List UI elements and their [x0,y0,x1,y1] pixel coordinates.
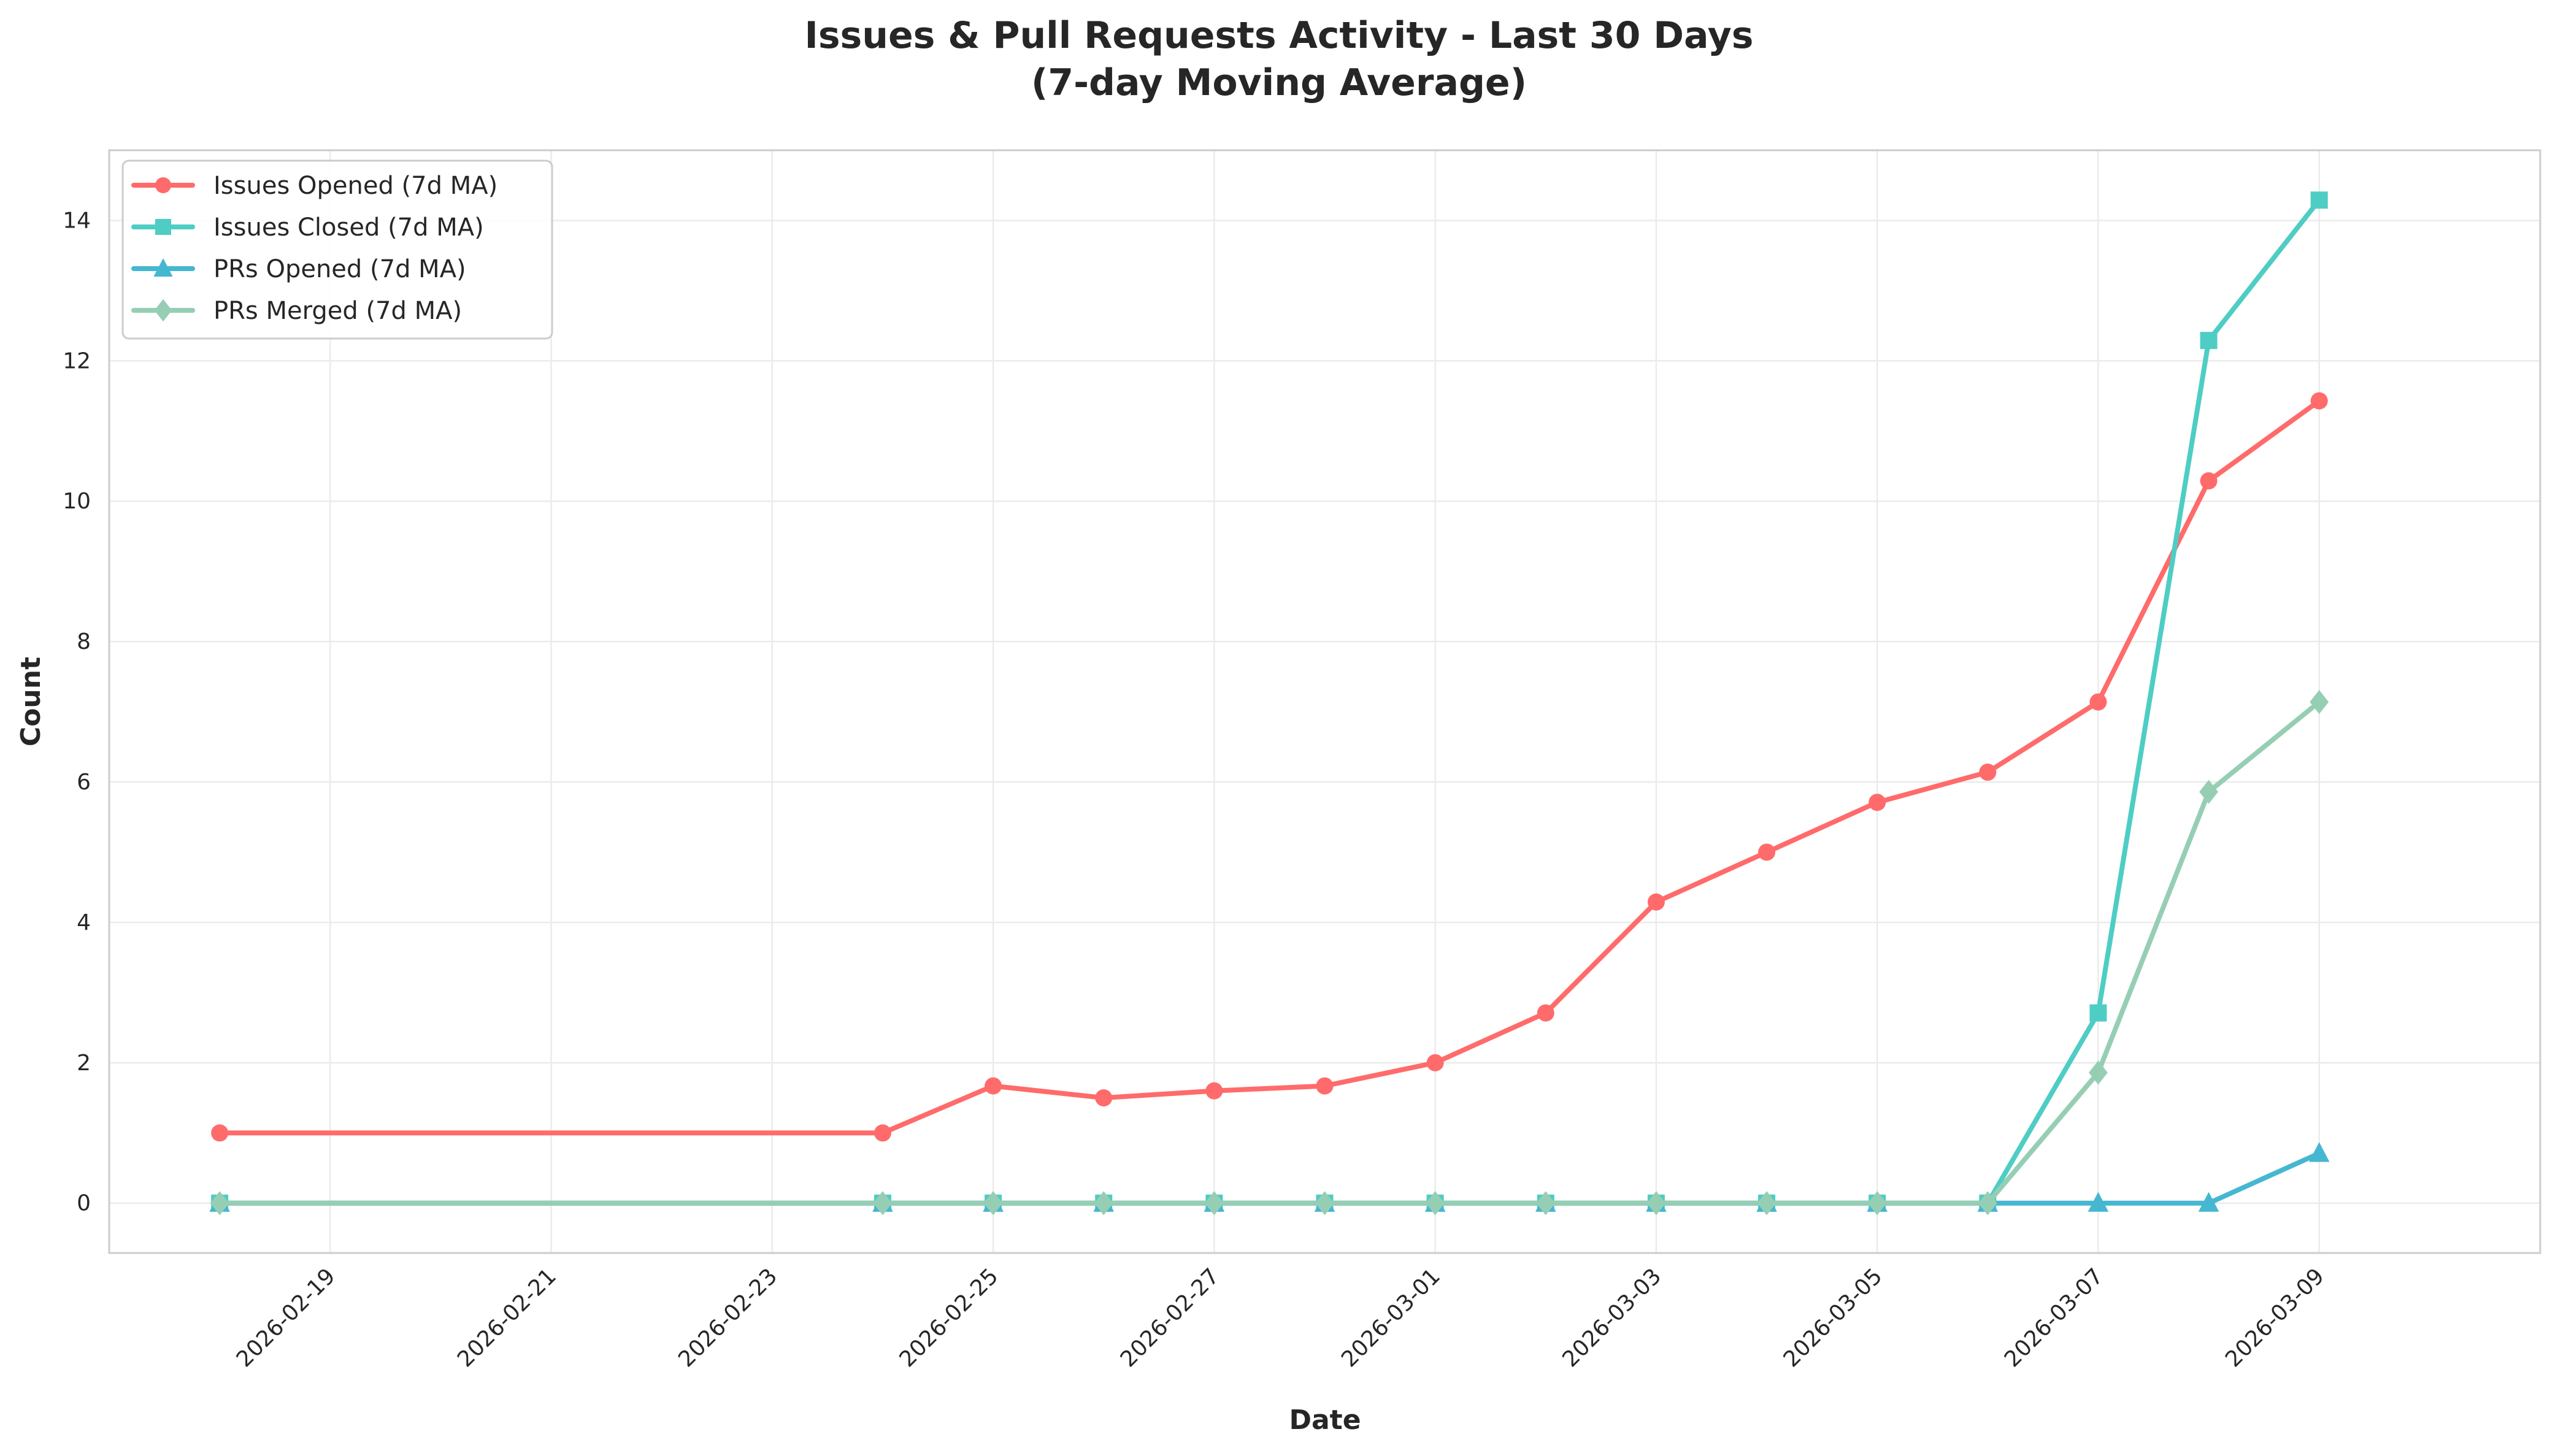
triangle-marker [2198,1192,2219,1212]
y-tick-label: 8 [77,629,91,654]
y-tick-label: 10 [63,489,91,514]
diamond-marker [1757,1191,1776,1216]
diamond-marker [1315,1191,1334,1216]
chart-title-line-1: Issues & Pull Requests Activity - Last 3… [805,14,1754,57]
series-issues-opened-7d-ma [211,392,2328,1142]
triangle-marker [2308,1142,2330,1162]
x-tick-label: 2026-02-27 [1116,1263,1224,1372]
diamond-marker [1536,1191,1556,1216]
circle-marker [1647,893,1665,911]
legend-label: Issues Closed (7d MA) [213,213,484,242]
square-marker [2200,332,2218,350]
x-tick-label: 2026-02-25 [895,1263,1004,1372]
circle-marker [1758,843,1776,861]
x-tick-label: 2026-03-07 [2000,1263,2108,1372]
diamond-marker [1426,1191,1445,1216]
square-marker [2310,191,2328,209]
x-tick-label: 2026-02-21 [453,1263,561,1372]
y-axis-label: Count [15,657,47,746]
plot-frame [108,149,2541,1254]
legend-box [121,159,553,340]
x-tick-label: 2026-03-03 [1557,1263,1666,1372]
x-tick-label: 2026-03-09 [2221,1263,2329,1372]
square-marker [155,219,171,235]
legend: Issues Opened (7d MA) Issues Closed (7d M… [121,159,553,340]
diamond-marker [1204,1191,1224,1216]
series-issues-closed-7d-ma [211,191,2328,1212]
y-tick-label: 14 [63,208,91,233]
circle-marker [1205,1082,1223,1100]
circle-marker [1979,764,1997,781]
diamond-marker [1646,1191,1666,1216]
y-tick-label: 12 [63,348,91,374]
series-prs-merged-7d-ma [210,689,2329,1216]
x-tick-label: 2026-03-01 [1337,1263,1445,1372]
triangle-marker [153,258,173,277]
legend-label: PRs Opened (7d MA) [213,255,466,283]
y-tick-label: 2 [77,1051,91,1076]
circle-marker [1316,1077,1334,1095]
circle-marker [2089,693,2107,711]
diamond-marker [1978,1191,1997,1216]
diamond-marker [873,1191,893,1216]
diamond-marker [1867,1191,1887,1216]
series-line [217,398,2322,1136]
y-tick-label: 6 [77,770,91,795]
circle-marker [1095,1089,1113,1107]
circle-marker [874,1124,891,1142]
circle-marker [1869,794,1886,811]
x-tick-label: 2026-02-19 [232,1263,340,1372]
legend-label: PRs Merged (7d MA) [213,297,462,325]
x-axis-label: Date [1289,1404,1361,1436]
circle-marker [1537,1004,1554,1022]
circle-marker [211,1124,229,1142]
circle-marker [2310,392,2328,410]
diamond-marker [154,299,172,322]
diamond-marker [2310,689,2329,715]
x-tick-label: 2026-02-23 [674,1263,782,1372]
series-line [217,699,2322,1206]
circle-marker [155,177,171,193]
diamond-marker [210,1191,229,1216]
circle-marker [2200,472,2218,490]
diamond-marker [1094,1191,1113,1216]
square-marker [2089,1004,2107,1022]
y-tick-label: 4 [77,910,91,935]
y-tick-label: 0 [77,1191,91,1216]
x-tick-label: 2026-03-05 [1779,1263,1888,1372]
diamond-marker [2199,780,2218,804]
diamond-marker [2089,1060,2108,1085]
diamond-marker [983,1191,1003,1216]
legend-label: Issues Opened (7d MA) [213,172,497,200]
series-line [217,197,2322,1206]
triangle-marker [2087,1192,2109,1212]
circle-marker [985,1077,1002,1095]
circle-marker [1426,1054,1444,1071]
chart-title-line-2: (7-day Moving Average) [1031,61,1527,104]
